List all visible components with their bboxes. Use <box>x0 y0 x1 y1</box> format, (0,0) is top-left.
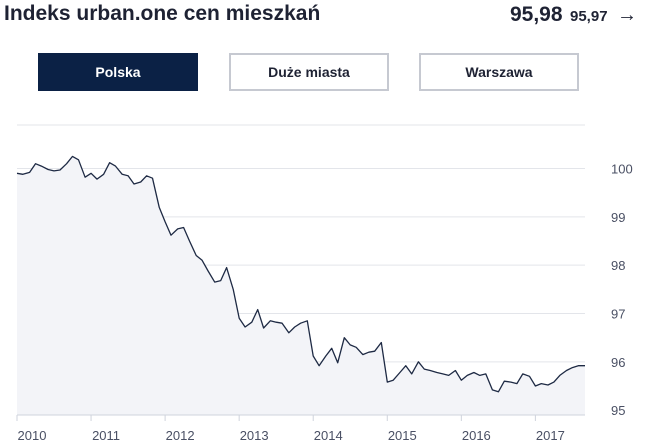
previous-value: 95,97 <box>570 8 608 25</box>
y-tick-label: 97 <box>611 307 625 322</box>
x-tick-label: 2012 <box>166 428 195 443</box>
x-tick-label: 2017 <box>536 428 565 443</box>
x-tick-label: 2015 <box>388 428 417 443</box>
page-title: Indeks urban.one cen mieszkań <box>4 2 321 25</box>
y-tick-label: 98 <box>611 258 625 273</box>
tab-duze-miasta[interactable]: Duże miasta <box>229 53 389 91</box>
current-value: 95,98 <box>509 3 563 26</box>
x-tick-label: 2010 <box>18 428 47 443</box>
x-tick-label: 2013 <box>240 428 269 443</box>
arrow-right-icon[interactable]: → <box>617 4 637 26</box>
y-tick-label: 95 <box>611 403 625 418</box>
x-tick-label: 2014 <box>314 428 343 443</box>
tab-polska[interactable]: Polska <box>38 53 198 91</box>
tab-warszawa[interactable]: Warszawa <box>419 53 579 91</box>
x-tick-label: 2016 <box>462 428 491 443</box>
price-index-chart: 95 96 97 98 99 100 2010 2011 2012 2013 2014 2015 201… <box>16 124 633 443</box>
y-tick-label: 100 <box>611 162 633 177</box>
series-line <box>16 155 585 393</box>
y-tick-label: 99 <box>611 210 625 225</box>
series-area <box>17 156 585 415</box>
index-value[interactable]: 95,98 95,97 → <box>510 3 637 27</box>
x-tick-label: 2011 <box>92 428 120 443</box>
y-tick-label: 96 <box>611 355 625 370</box>
